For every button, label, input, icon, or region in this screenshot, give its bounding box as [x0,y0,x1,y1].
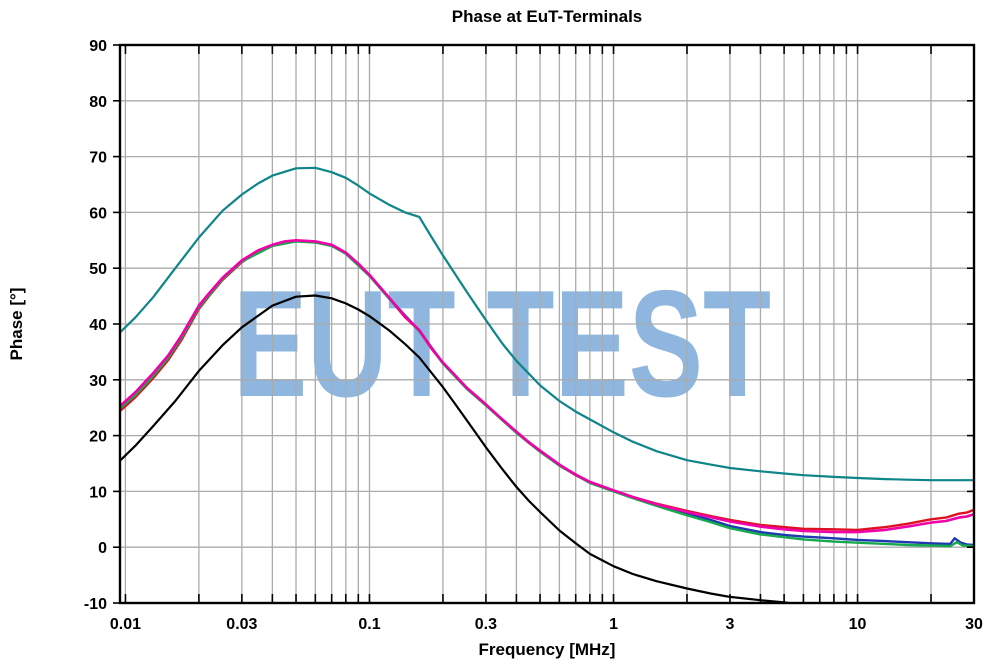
y-tick-label: 80 [89,94,107,111]
teal-trace [120,166,974,482]
x-tick-label: 0.01 [110,616,141,633]
x-tick-label: 0.3 [475,616,497,633]
x-axis-label: Frequency [MHz] [479,640,616,659]
y-tick-label: -10 [84,596,107,613]
y-tick-label: 70 [89,150,107,167]
x-tick-label: 10 [849,616,867,633]
y-axis-label: Phase [°] [7,288,26,361]
tick-label-layer: 0.01 0.03 0.1 0.3 1 3 10 30 -10 0 10 20 30 40 50 60 70 80… [84,38,983,633]
axes-layer [113,43,976,605]
x-tick-label: 30 [965,616,983,633]
magenta-trace [120,239,974,534]
x-tick-label: 1 [609,616,618,633]
black-trace [120,294,798,603]
x-tick-label: 3 [726,616,735,633]
x-tick-label: 0.03 [226,616,257,633]
y-tick-label: 0 [98,540,107,557]
chart-title: Phase at EuT-Terminals [452,7,643,26]
y-tick-label: 20 [89,429,107,446]
y-tick-label: 10 [89,484,107,501]
y-tick-label: 30 [89,373,107,390]
x-tick-label: 0.1 [358,616,380,633]
y-tick-label: 60 [89,205,107,222]
series-layer [120,166,974,603]
y-tick-label: 90 [89,38,107,55]
y-tick-label: 40 [89,317,107,334]
y-tick-label: 50 [89,261,107,278]
